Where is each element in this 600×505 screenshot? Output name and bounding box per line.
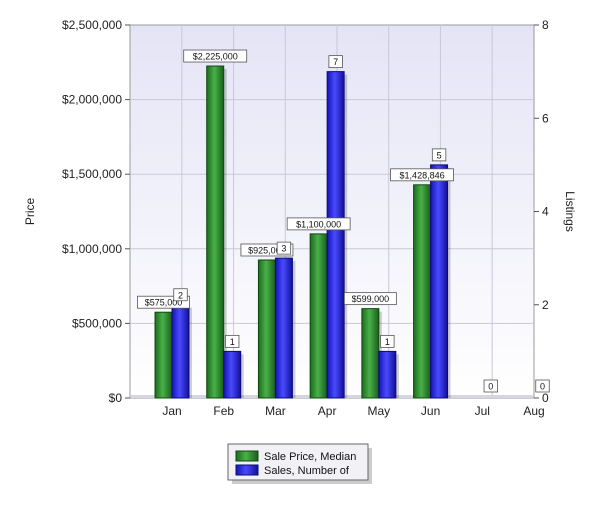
price-bar [309,233,328,399]
x-axis-category-label: May [368,404,391,418]
x-axis-category-label: Mar [265,404,286,418]
data-label: 3 [281,244,286,254]
left-axis-title: Price [23,198,37,226]
right-axis-tick-label: 0 [542,391,549,405]
data-label-box [328,55,343,69]
listings-bar [223,350,242,399]
left-axis-tick-label: $0 [109,391,123,405]
left-axis-tick-label: $2,500,000 [62,18,122,32]
data-label-box [483,379,498,393]
legend-label: Sales, Number of [264,465,350,477]
x-axis-category-label: Jul [475,404,490,418]
right-axis-tick-label: 4 [542,205,549,219]
legend-swatch-listings [235,464,259,476]
listings-bar [171,304,190,399]
data-label: $575,000 [145,298,183,308]
right-axis-tick-label: 8 [542,18,549,32]
data-label-box [183,49,248,63]
listings-bar [326,71,345,399]
left-axis-tick-label: $1,500,000 [62,167,122,181]
data-label: 1 [230,337,235,347]
data-label: $2,225,000 [193,52,238,62]
left-axis-tick-label: $500,000 [72,316,122,330]
price-bar [206,65,225,399]
data-label: 7 [333,57,338,67]
data-label-box [173,288,188,302]
data-label: 5 [437,150,442,160]
legend: Sale Price, Median Sales, Number of [227,443,372,484]
x-axis-category-label: Jan [162,404,181,418]
data-label-box [390,168,454,182]
data-label: $1,428,846 [400,170,445,180]
data-label: $599,000 [352,294,390,304]
data-label-box [535,379,550,393]
data-label-box [225,334,240,348]
price-bar [154,311,173,399]
data-label: 2 [178,290,183,300]
left-axis-tick-label: $1,000,000 [62,242,122,256]
legend-label: Sale Price, Median [264,451,356,463]
listings-bar [378,350,397,399]
data-label: $1,100,000 [296,219,341,229]
data-label-box [380,334,395,348]
data-label: $925,000 [248,245,286,255]
x-axis-category-label: Aug [523,404,544,418]
price-bar [413,184,432,399]
right-axis-title: Listings [563,191,577,232]
data-label: 0 [488,382,493,392]
data-label-box [276,241,292,255]
listings-bar [274,257,293,399]
x-axis-category-label: Jun [421,404,440,418]
right-axis-tick-label: 6 [542,111,549,125]
listings-bar [430,164,449,399]
x-axis-category-label: Apr [318,404,337,418]
price-bar [257,259,276,399]
data-label-box [343,292,397,306]
right-axis-tick-label: 2 [542,298,549,312]
data-label: 0 [540,382,545,392]
data-label: 1 [385,337,390,347]
x-axis-category-label: Feb [213,404,234,418]
legend-swatch-price [235,450,259,462]
left-axis-tick-label: $2,000,000 [62,93,122,107]
data-label-box [431,148,447,162]
price-bar [361,308,380,399]
data-label-box [286,217,351,231]
